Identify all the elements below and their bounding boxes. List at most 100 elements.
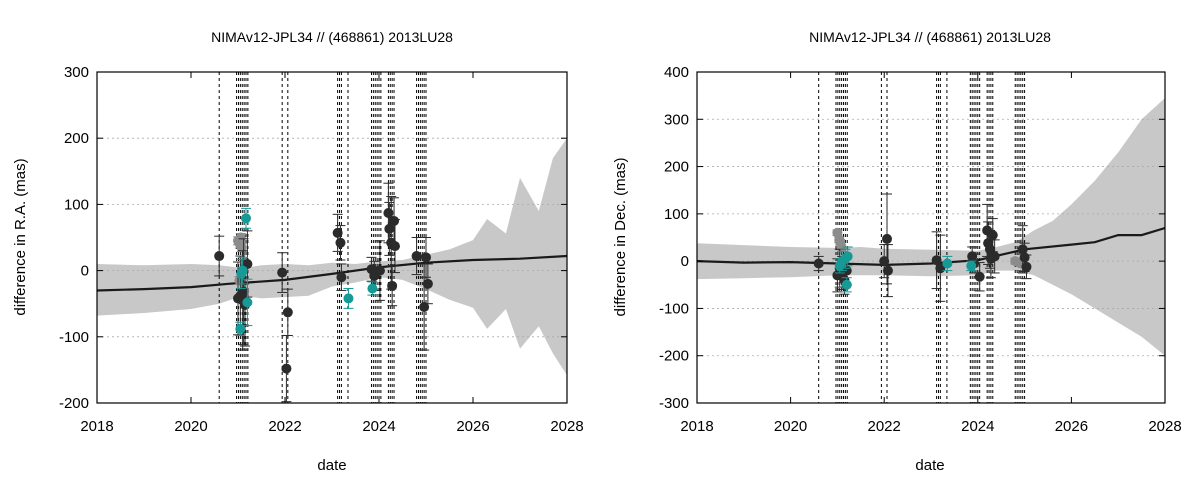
y-tick-label: 200: [64, 130, 89, 147]
data-point-marker: [419, 302, 430, 313]
x-tick-label: 2020: [174, 418, 207, 435]
data-point-dark: [336, 263, 347, 291]
x-tick-label: 2026: [456, 418, 489, 435]
uncertainty-band: [697, 98, 1165, 356]
plot-area: [697, 72, 1165, 403]
data-point-teal: [343, 287, 354, 309]
x-tick-label: 2024: [961, 418, 994, 435]
data-point-dark: [931, 231, 942, 290]
x-axis-label: date: [915, 457, 944, 474]
data-point-dark: [389, 197, 400, 245]
data-point-marker: [235, 323, 246, 334]
data-point-marker: [422, 278, 433, 289]
y-tick-label: 300: [664, 111, 689, 128]
y-tick-label: -300: [659, 395, 689, 412]
x-tick-label: 2018: [80, 418, 113, 435]
x-tick-label: 2022: [868, 418, 901, 435]
data-point-dark: [281, 334, 292, 403]
data-point-marker: [411, 251, 422, 262]
data-point-dark: [214, 235, 225, 277]
data-point-dark: [411, 237, 422, 276]
data-point-teal: [242, 278, 253, 327]
x-tick-label: 2026: [1055, 418, 1088, 435]
data-point-marker: [332, 227, 343, 238]
data-point-marker: [882, 265, 893, 276]
data-point-dark: [374, 240, 385, 301]
data-point-dark: [335, 225, 346, 261]
y-tick-label: 0: [81, 263, 89, 280]
data-point-marker: [421, 252, 431, 263]
x-tick-label: 2018: [680, 418, 713, 435]
data-point-marker: [987, 230, 998, 241]
x-axis-label: date: [317, 457, 346, 474]
y-axis-label: difference in R.A. (mas): [12, 158, 29, 315]
data-point-dark: [387, 265, 398, 307]
data-point-marker: [240, 213, 251, 224]
data-point-marker: [343, 293, 354, 304]
data-point-gray: [235, 232, 246, 243]
y-tick-label: -200: [59, 395, 89, 412]
plot-area: [97, 72, 567, 403]
data-point-marker: [281, 363, 292, 374]
data-point-teal: [942, 255, 953, 272]
data-point-dark: [989, 239, 1000, 274]
data-point-dark: [974, 262, 985, 292]
y-tick-label: -200: [659, 348, 689, 365]
data-point-marker: [214, 251, 225, 262]
data-point-marker: [389, 215, 400, 226]
data-point-marker: [1019, 252, 1030, 263]
data-point-gray: [236, 242, 247, 253]
data-point-marker: [277, 267, 288, 278]
data-point-teal: [237, 256, 248, 285]
data-point-dark: [422, 263, 433, 305]
data-point-marker: [841, 279, 852, 290]
plot-frame: [96, 71, 568, 404]
data-point-marker: [335, 237, 346, 248]
data-point-teal: [841, 277, 852, 293]
data-point-marker: [966, 260, 977, 271]
data-point-marker: [238, 286, 249, 297]
data-point-marker: [367, 283, 378, 294]
x-tick-label: 2020: [774, 418, 807, 435]
x-tick-label: 2024: [362, 418, 395, 435]
data-point-marker: [882, 233, 893, 244]
data-point-marker: [842, 251, 853, 262]
data-point-dark: [421, 237, 431, 278]
data-point-marker: [989, 251, 1000, 262]
y-tick-label: 400: [664, 64, 689, 81]
data-point-marker: [282, 307, 293, 318]
data-point-marker: [813, 258, 824, 269]
data-point-marker: [1021, 261, 1032, 272]
data-point-marker: [942, 258, 953, 269]
y-tick-label: -100: [659, 300, 689, 317]
y-axis-label: difference in Dec. (mas): [612, 158, 629, 317]
plot-frame: [696, 71, 1166, 404]
data-point-marker: [374, 265, 385, 276]
data-point-dark: [935, 234, 946, 302]
data-point-dark: [282, 288, 293, 336]
data-point-teal: [240, 207, 251, 229]
data-point-marker: [387, 280, 398, 291]
chart-title: NIMAv12-JPL34 // (468861) 2013LU28: [211, 29, 453, 45]
data-point-marker: [974, 271, 985, 282]
data-point-dark: [389, 219, 400, 274]
y-tick-label: 0: [681, 253, 689, 270]
data-point-dark: [882, 244, 893, 298]
data-point-dark: [1021, 254, 1032, 280]
y-tick-label: 100: [64, 196, 89, 213]
y-tick-label: -100: [59, 329, 89, 346]
data-point-dark: [813, 255, 824, 272]
data-point-marker: [235, 232, 246, 243]
data-point-teal: [966, 260, 977, 272]
data-point-dark: [277, 252, 288, 293]
data-point-marker: [336, 272, 347, 283]
mean-curve: [97, 254, 567, 292]
chart-title: NIMAv12-JPL34 // (468861) 2013LU28: [809, 29, 1051, 45]
x-tick-label: 2022: [268, 418, 301, 435]
data-point-teal: [367, 281, 378, 296]
dec-difference-chart: NIMAv12-JPL34 // (468861) 2013LU28 date …: [612, 29, 1182, 474]
ra-difference-chart: NIMAv12-JPL34 // (468861) 2013LU28 date …: [12, 29, 584, 474]
x-tick-label: 2028: [1148, 418, 1181, 435]
data-point-marker: [931, 255, 942, 266]
